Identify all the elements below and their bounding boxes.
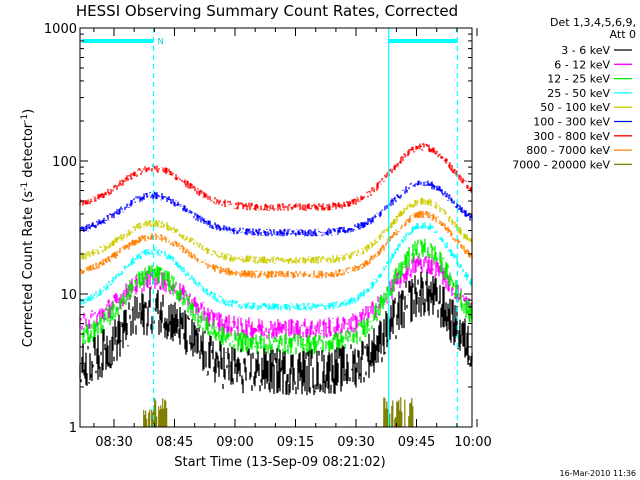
chart-title: HESSI Observing Summary Count Rates, Cor… [76,2,458,20]
legend-label-2: 6 - 12 keV [554,58,610,71]
y-tick-label-100: 100 [52,155,77,170]
y-axis-label-exp-2: -1 [20,114,30,123]
y-tick-label-1: 1 [69,421,77,436]
series-layer [79,143,473,427]
footer-timestamp: 16-Mar-2010 11:36 [560,469,637,478]
legend-label-1: 3 - 6 keV [561,44,610,57]
y-tick-label-1000: 1000 [44,22,77,37]
legend-label-6: 100 - 300 keV [533,116,610,129]
y-axis-label-mid: detector [21,122,36,182]
x-tick-label-09:30: 09:30 [337,435,374,450]
y-axis-label: Corrected Count Rate (s-1 detector-1) [20,109,36,347]
y-axis-label-end: ) [21,109,36,114]
x-tick-label-09:15: 09:15 [277,435,314,450]
y-axis-label-exp-1: -1 [20,182,30,191]
series-12-to-25keV [79,238,473,355]
series-300-to-800keV [79,143,473,211]
x-tick-label-10:00: 10:00 [454,435,491,450]
x-tick-label-08:30: 08:30 [95,435,132,450]
legend-label-7: 300 - 800 keV [533,130,610,143]
legend-label-8: 800 - 7000 keV [526,144,610,157]
axis-layer: 1 10 100 1000 08:30 08:45 09:00 09:15 09:30 09:45… [44,22,492,450]
night-label: N [158,37,164,46]
series-6-to-12keV [79,255,473,340]
legend-label-3: 12 - 25 keV [547,73,610,86]
legend-label-9: 7000 - 20000 keV [512,158,610,171]
legend-header-2: Att 0 [610,28,636,41]
y-tick-label-10: 10 [60,288,77,303]
legend-label-4: 25 - 50 keV [547,87,610,100]
y-axis-label-main: Corrected Count Rate (s [21,191,36,348]
legend-label-5: 50 - 100 keV [540,101,610,114]
legend-header-1: Det 1,3,4,5,6,9, [550,16,636,29]
plot-frame [79,27,473,428]
x-axis-label: Start Time (13-Sep-09 08:21:02) [174,455,385,470]
x-tick-label-09:00: 09:00 [216,435,253,450]
x-tick-label-08:45: 08:45 [156,435,193,450]
x-tick-label-09:45: 09:45 [398,435,435,450]
series-7000-to-20000keV [143,397,414,427]
overlay-layer: N [82,28,458,427]
